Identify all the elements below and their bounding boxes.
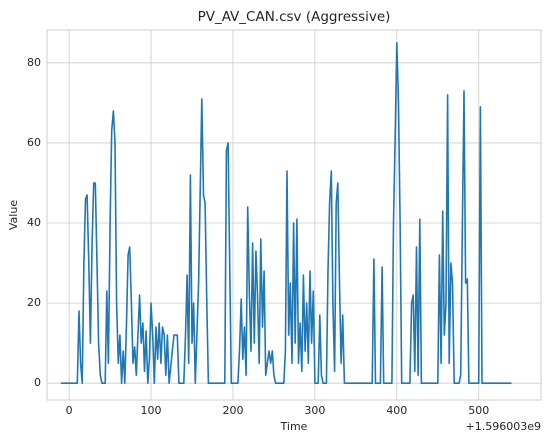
y-tick-label: 40 — [27, 216, 41, 229]
x-offset-label: +1.596003e9 — [466, 420, 541, 433]
y-tick-label: 0 — [34, 376, 41, 389]
x-axis-label: Time — [280, 420, 308, 433]
chart-title: PV_AV_CAN.csv (Aggressive) — [198, 9, 391, 25]
x-tick-label: 400 — [386, 404, 407, 417]
x-tick-label: 300 — [304, 404, 325, 417]
y-tick-label: 60 — [27, 136, 41, 149]
x-tick-label: 200 — [222, 404, 243, 417]
x-tick-label: 500 — [468, 404, 489, 417]
x-tick-label: 0 — [66, 404, 73, 417]
data-line — [60, 42, 512, 384]
plot-frame — [46, 29, 542, 401]
x-tick-label: 100 — [141, 404, 162, 417]
y-axis-label: Value — [7, 200, 20, 230]
y-tick-label: 20 — [27, 296, 41, 309]
y-tick-label: 80 — [27, 56, 41, 69]
